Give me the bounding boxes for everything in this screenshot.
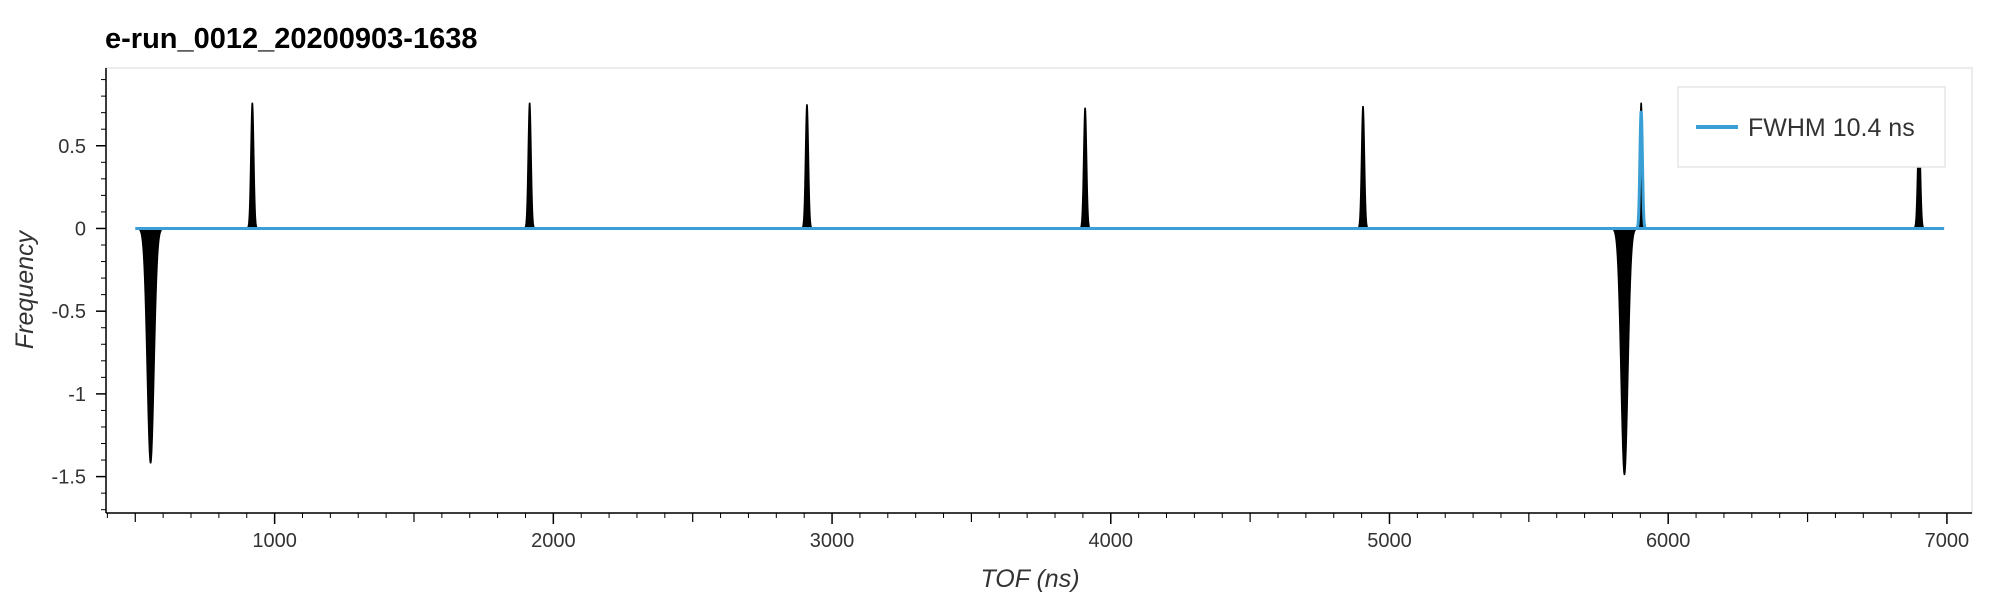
peak-2 [524, 102, 536, 229]
x-tick-label: 4000 [1089, 530, 1134, 552]
x-axis-label: TOF (ns) [980, 565, 1079, 593]
series-fit [135, 110, 1945, 230]
x-tick-label: 3000 [810, 530, 855, 552]
y-tick-label: 0.5 [58, 136, 86, 158]
y-tick-label: 0 [75, 218, 86, 240]
x-tick-label: 1000 [252, 530, 297, 552]
x-tick-label: 2000 [531, 530, 576, 552]
y-axis-label: Frequency [11, 229, 39, 349]
peak-1 [246, 102, 258, 229]
legend[interactable]: FWHM 10.4 ns [1677, 86, 1946, 168]
x-tick-label: 5000 [1367, 530, 1412, 552]
peak-0 [138, 229, 163, 464]
peak-6 [1612, 229, 1637, 476]
x-tick-label: 7000 [1925, 530, 1970, 552]
fit-peak-0 [1635, 110, 1647, 229]
legend-label-fwhm: FWHM 10.4 ns [1748, 114, 1915, 142]
series-layer [135, 102, 1945, 476]
peak-5 [1357, 105, 1369, 229]
series-signal [138, 102, 1925, 476]
peak-3 [801, 104, 813, 229]
chart-title: e-run_0012_20200903-1638 [105, 23, 477, 55]
peak-4 [1079, 107, 1091, 229]
y-tick-label: -1.5 [52, 467, 86, 489]
x-tick-label: 6000 [1646, 530, 1691, 552]
y-axis: 0.5 0 -0.5 -1 -1.5 [52, 68, 107, 513]
x-axis: 1000 2000 3000 4000 5000 6000 7000 [106, 512, 1972, 552]
y-tick-label: -0.5 [52, 301, 86, 323]
y-tick-label: -1 [68, 384, 86, 406]
